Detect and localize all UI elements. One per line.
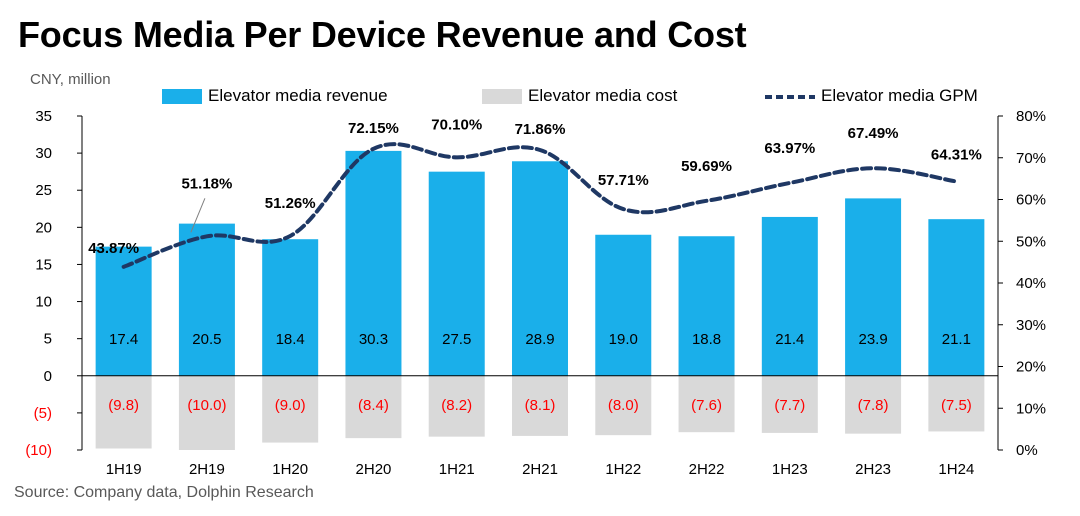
left-axis-tick-label: 10 — [35, 294, 52, 311]
source-note: Source: Company data, Dolphin Research — [14, 484, 314, 501]
revenue-bar — [345, 150, 402, 376]
revenue-bar — [178, 223, 235, 376]
cost-bar — [95, 375, 152, 449]
legend-swatch-revenue — [162, 88, 202, 104]
revenue-bar — [761, 216, 818, 376]
revenue-bar — [512, 161, 568, 376]
right-axis-tick-label: 50% — [1016, 233, 1046, 250]
revenue-data-label: 28.9 — [525, 331, 554, 348]
revenue-data-label: 17.4 — [109, 331, 138, 348]
right-axis-tick-label: 20% — [1016, 359, 1046, 376]
x-axis-tick-label: 1H22 — [605, 461, 641, 478]
cost-data-label: (8.2) — [441, 397, 472, 414]
revenue-bar — [678, 236, 735, 376]
gpm-data-label: 57.71% — [598, 172, 649, 189]
cost-data-label: (9.8) — [108, 397, 139, 414]
right-axis-tick-label: 80% — [1016, 108, 1046, 125]
cost-bar — [178, 375, 235, 450]
x-axis-tick-label: 1H20 — [272, 461, 308, 478]
left-axis-tick-label: 5 — [44, 331, 52, 348]
left-axis-tick-label: 20 — [35, 219, 52, 236]
gpm-data-label: 51.26% — [265, 195, 316, 212]
cost-data-label: (7.6) — [691, 397, 722, 414]
unit-label: CNY, million — [30, 71, 111, 88]
x-axis-tick-label: 1H19 — [106, 461, 142, 478]
revenue-bar — [928, 219, 985, 376]
left-axis-tick-label: (10) — [25, 442, 52, 459]
cost-data-label: (8.0) — [608, 397, 639, 414]
gpm-data-label: 70.10% — [431, 116, 482, 133]
revenue-data-label: 21.1 — [942, 331, 971, 348]
revenue-data-label: 18.8 — [692, 331, 721, 348]
x-axis-tick-label: 2H23 — [855, 461, 891, 478]
cost-data-label: (7.8) — [858, 397, 889, 414]
x-axis-tick-label: 1H21 — [439, 461, 475, 478]
gpm-data-label: 51.18% — [181, 175, 232, 192]
revenue-bar — [428, 171, 485, 376]
cost-bar — [761, 375, 818, 433]
revenue-bar — [845, 198, 902, 376]
revenue-data-label: 19.0 — [609, 331, 638, 348]
gpm-data-label: 63.97% — [764, 140, 815, 157]
cost-data-label: (10.0) — [187, 397, 226, 414]
left-axis-tick-label: (5) — [34, 405, 52, 422]
cost-bar — [678, 375, 735, 433]
legend-swatch-gpm — [765, 95, 815, 99]
gpm-data-label: 64.31% — [931, 147, 982, 164]
cost-bar — [928, 375, 985, 432]
right-axis-tick-label: 40% — [1016, 275, 1046, 292]
left-axis-tick-label: 0 — [44, 368, 52, 385]
cost-bar — [262, 375, 319, 443]
right-axis-tick-label: 30% — [1016, 317, 1046, 334]
revenue-bar — [595, 234, 652, 376]
right-axis-tick-label: 70% — [1016, 150, 1046, 167]
x-axis-tick-label: 2H21 — [522, 461, 558, 478]
legend-item-cost: Elevator media cost — [482, 86, 677, 106]
x-axis-tick-label: 1H24 — [938, 461, 974, 478]
legend-swatch-cost — [482, 88, 522, 104]
gpm-data-label: 43.87% — [88, 240, 139, 257]
legend-item-revenue: Elevator media revenue — [162, 86, 388, 106]
gpm-data-label: 59.69% — [681, 158, 732, 175]
x-axis-tick-label: 2H20 — [356, 461, 392, 478]
left-axis-tick-label: 15 — [35, 256, 52, 273]
legend-item-gpm: Elevator media GPM — [765, 86, 978, 106]
cost-data-label: (8.4) — [358, 397, 389, 414]
left-axis-tick-label: 30 — [35, 145, 52, 162]
x-axis-tick-label: 2H19 — [189, 461, 225, 478]
x-axis-tick-label: 2H22 — [689, 461, 725, 478]
cost-bar — [345, 375, 402, 439]
gpm-label-leader — [190, 198, 206, 233]
revenue-data-label: 18.4 — [276, 331, 305, 348]
right-axis-tick-label: 10% — [1016, 400, 1046, 417]
cost-data-label: (8.1) — [525, 397, 556, 414]
cost-bar — [512, 375, 568, 436]
gpm-data-label: 72.15% — [348, 120, 399, 137]
left-axis-tick-label: 35 — [35, 108, 52, 125]
cost-data-label: (9.0) — [275, 397, 306, 414]
legend-label-cost: Elevator media cost — [528, 86, 678, 105]
cost-bar — [595, 375, 652, 436]
chart-title: Focus Media Per Device Revenue and Cost — [18, 14, 747, 55]
left-axis-tick-label: 25 — [35, 182, 52, 199]
revenue-data-label: 27.5 — [442, 331, 471, 348]
legend-label-gpm: Elevator media GPM — [821, 86, 978, 105]
gpm-data-label: 71.86% — [515, 121, 566, 138]
right-axis-tick-label: 60% — [1016, 192, 1046, 209]
revenue-data-label: 20.5 — [192, 331, 221, 348]
cost-data-label: (7.7) — [774, 397, 805, 414]
cost-bar — [845, 375, 902, 434]
revenue-data-label: 23.9 — [858, 331, 887, 348]
gpm-data-label: 67.49% — [848, 125, 899, 142]
cost-data-label: (7.5) — [941, 397, 972, 414]
right-axis-tick-label: 0% — [1016, 442, 1038, 459]
legend-label-revenue: Elevator media revenue — [208, 86, 388, 105]
revenue-data-label: 21.4 — [775, 331, 804, 348]
cost-bar — [428, 375, 485, 437]
x-axis-tick-label: 1H23 — [772, 461, 808, 478]
revenue-bar — [262, 239, 319, 376]
revenue-data-label: 30.3 — [359, 331, 388, 348]
